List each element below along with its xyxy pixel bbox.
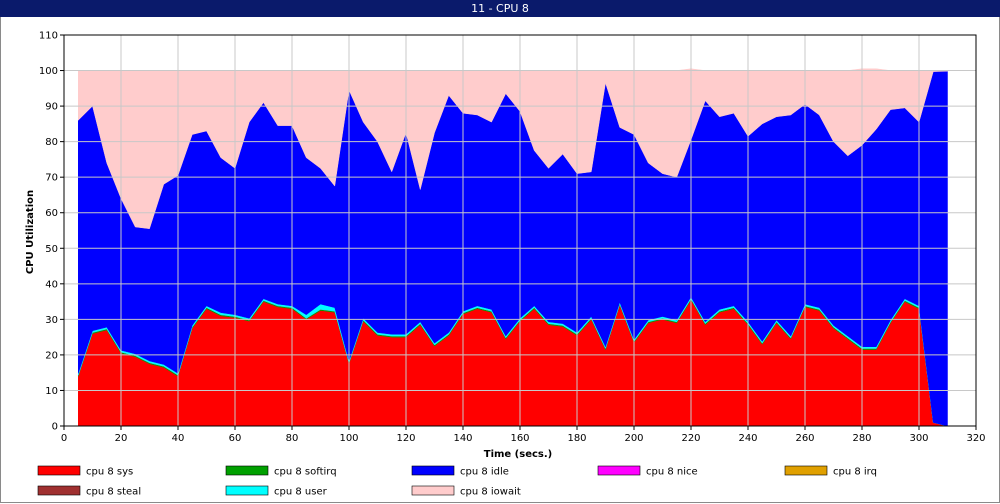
x-tick-label: 80 xyxy=(286,433,299,444)
legend-item-cpu-8-irq: cpu 8 irq xyxy=(784,465,877,478)
legend-item-cpu-8-sys: cpu 8 sys xyxy=(37,465,133,478)
legend-swatch xyxy=(225,485,269,496)
y-tick-label: 70 xyxy=(45,173,58,184)
x-tick-label: 260 xyxy=(795,433,814,444)
x-tick-label: 60 xyxy=(229,433,242,444)
legend-label: cpu 8 irq xyxy=(833,467,877,478)
y-axis-label: CPU Utilization xyxy=(25,190,36,274)
legend-swatch xyxy=(411,485,455,496)
y-tick-label: 110 xyxy=(39,31,58,42)
x-tick-label: 300 xyxy=(909,433,928,444)
x-tick-label: 0 xyxy=(61,433,67,444)
chart-title: 11 - CPU 8 xyxy=(0,0,1000,17)
x-tick-label: 240 xyxy=(738,433,757,444)
x-tick-label: 120 xyxy=(396,433,415,444)
y-tick-label: 100 xyxy=(39,66,58,77)
legend-swatch xyxy=(225,465,269,476)
legend-label: cpu 8 iowait xyxy=(460,487,521,498)
y-tick-label: 50 xyxy=(45,244,58,255)
y-tick-label: 60 xyxy=(45,208,58,219)
legend-label: cpu 8 nice xyxy=(646,467,698,478)
y-tick-label: 10 xyxy=(45,386,58,397)
y-tick-label: 0 xyxy=(52,422,58,433)
x-tick-label: 280 xyxy=(852,433,871,444)
legend-label: cpu 8 softirq xyxy=(274,467,337,478)
legend-item-cpu-8-steal: cpu 8 steal xyxy=(37,485,141,498)
legend: cpu 8 sys cpu 8 softirq cpu 8 idle cpu 8 ni… xyxy=(37,465,877,498)
x-tick-label: 160 xyxy=(510,433,529,444)
legend-item-cpu-8-nice: cpu 8 nice xyxy=(597,465,698,478)
legend-label: cpu 8 steal xyxy=(86,487,141,498)
legend-item-cpu-8-softirq: cpu 8 softirq xyxy=(225,465,337,478)
y-tick-label: 80 xyxy=(45,137,58,148)
legend-label: cpu 8 idle xyxy=(460,467,509,478)
legend-label: cpu 8 user xyxy=(274,487,328,498)
y-tick-label: 30 xyxy=(45,315,58,326)
legend-swatch xyxy=(784,465,828,476)
y-axis-ticks: 0 10 20 30 40 50 60 70 80 90 100 110 xyxy=(39,31,64,433)
x-tick-label: 200 xyxy=(624,433,643,444)
grid-lines xyxy=(64,35,976,426)
x-axis-label: Time (secs.) xyxy=(484,449,553,460)
x-tick-label: 40 xyxy=(172,433,185,444)
y-tick-label: 90 xyxy=(45,102,58,113)
stacked-areas xyxy=(78,68,948,427)
legend-label: cpu 8 sys xyxy=(86,467,133,478)
legend-swatch xyxy=(597,465,641,476)
legend-item-cpu-8-idle: cpu 8 idle xyxy=(411,465,509,478)
legend-item-cpu-8-iowait: cpu 8 iowait xyxy=(411,485,521,498)
y-tick-label: 20 xyxy=(45,350,58,361)
legend-item-cpu-8-user: cpu 8 user xyxy=(225,485,328,498)
x-tick-label: 180 xyxy=(567,433,586,444)
x-tick-label: 320 xyxy=(966,433,985,444)
x-tick-label: 20 xyxy=(115,433,128,444)
x-tick-label: 140 xyxy=(453,433,472,444)
legend-swatch xyxy=(37,485,81,496)
x-axis-ticks: 0 20 40 60 80 100 120 140 160 180 200 220 240 260 280 3… xyxy=(61,426,986,444)
legend-swatch xyxy=(411,465,455,476)
x-tick-label: 220 xyxy=(681,433,700,444)
legend-swatch xyxy=(37,465,81,476)
x-tick-label: 100 xyxy=(339,433,358,444)
y-tick-label: 40 xyxy=(45,279,58,290)
